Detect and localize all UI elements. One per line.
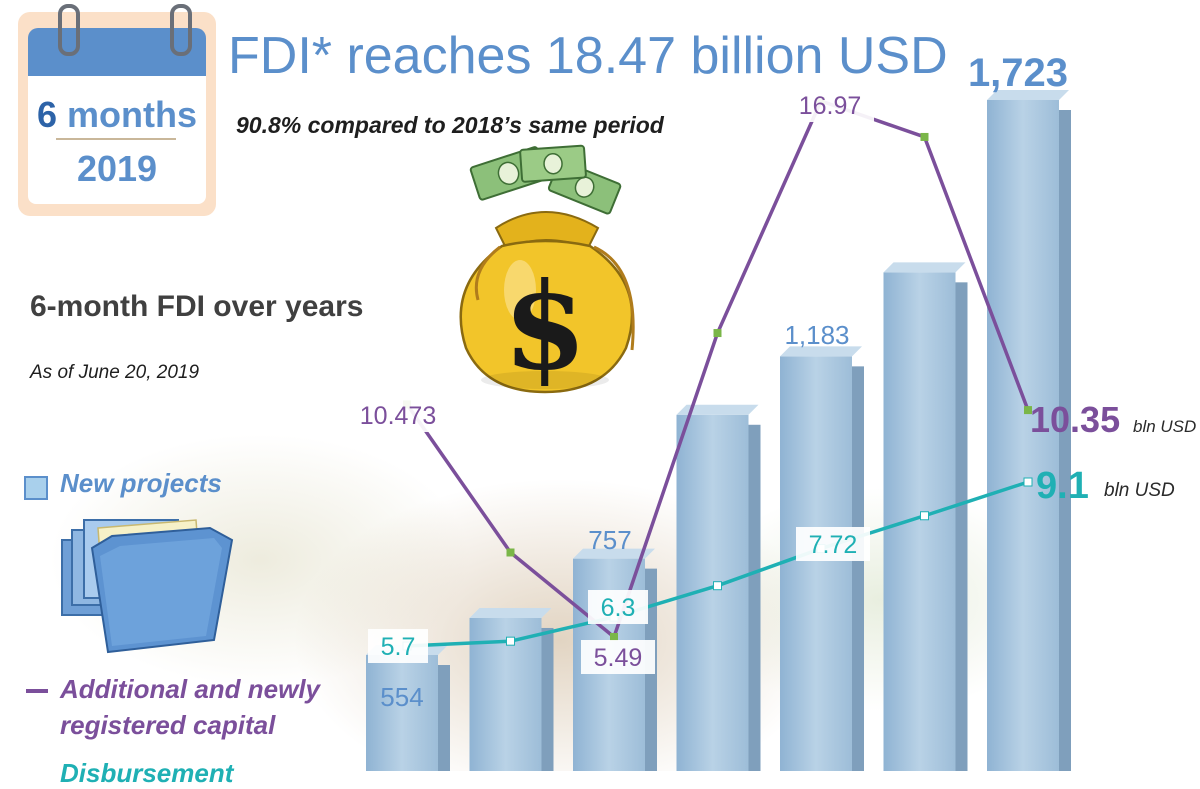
svg-text:$: $ (503, 256, 587, 397)
capital-label-1: 10.473 (360, 402, 436, 430)
disbursement-label-1: 5.7 (381, 633, 416, 661)
calendar-icon: 6 months 2019 (18, 4, 216, 216)
bar-new-projects-5 (780, 346, 864, 771)
calendar-ring-left (58, 4, 80, 56)
capital-label-1-box (347, 398, 449, 432)
disbursement-label-3-box (588, 590, 648, 624)
calendar-year: 2019 (76, 148, 158, 189)
fdi-chart: $ 554 757 1,183 1,723 10.473 5.49 16.97 10.35 bl… (61, 51, 1196, 771)
bar-top-6 (883, 262, 966, 273)
bar-top-2 (469, 607, 552, 618)
point-disbursement-4 (713, 581, 722, 591)
bar-side-6 (955, 282, 968, 771)
disbursement-label-5-box (796, 527, 870, 561)
point-capital-3 (610, 633, 618, 641)
point-capital-6 (920, 132, 929, 141)
bar-front-4 (676, 414, 749, 771)
capital-label-3: 5.49 (594, 644, 643, 672)
bar-new-projects-6 (883, 262, 968, 771)
labels-layer: 554 757 1,183 1,723 10.473 5.49 16.97 10.35 bln … (347, 51, 1196, 712)
calendar-months-word: months (67, 94, 198, 135)
bar-top-5 (780, 346, 862, 357)
legend-label-capital-line1: Additional and newly (60, 674, 321, 704)
bar-side-4 (748, 424, 761, 771)
bar-side-2 (541, 627, 554, 771)
bar-new-projects-4 (676, 404, 761, 771)
bar-top-3 (573, 548, 655, 559)
bar-top-7 (987, 90, 1069, 100)
as-of-date: As of June 20, 2019 (30, 362, 200, 383)
disbursement-label-1-box (368, 629, 428, 663)
calendar-page (28, 76, 206, 204)
bar-front-6 (883, 272, 956, 771)
bar-front-5 (780, 356, 852, 771)
point-capital-2 (506, 548, 515, 557)
section-heading: 6-month FDI over years (30, 290, 364, 323)
bars-layer (366, 90, 1071, 771)
disbursement-unit-label: bln USD (1104, 480, 1175, 501)
bar-label-7: 1,723 (968, 51, 1068, 95)
money-bag-icon: $ (459, 144, 635, 397)
bar-side-1 (438, 665, 450, 771)
bar-label-1: 554 (380, 682, 423, 712)
bar-top-4 (676, 404, 759, 415)
point-capital-7 (1024, 406, 1032, 415)
capital-label-5: 16.97 (799, 92, 862, 120)
capital-label-7: 10.35 (1030, 399, 1120, 440)
bar-side-5 (852, 366, 864, 771)
capital-unit-label: bln USD (1133, 417, 1196, 436)
bar-side-7 (1059, 110, 1071, 771)
bar-new-projects-7 (987, 90, 1071, 771)
point-disbursement-6 (920, 511, 929, 521)
calendar-months: 6 months (18, 94, 216, 136)
point-disbursement-2 (506, 636, 515, 646)
bar-front-1 (366, 655, 438, 771)
bar-label-5: 1,183 (784, 320, 849, 350)
legend-label-new-projects: New projects (60, 468, 222, 498)
calendar-months-number: 6 (36, 94, 57, 135)
bar-label-3: 757 (588, 525, 631, 555)
capital-label-5-box (786, 88, 874, 122)
point-disbursement-7 (1023, 477, 1033, 487)
legend-label-capital-line2: registered capital (60, 710, 276, 740)
legend-swatch-capital (26, 689, 48, 693)
disbursement-label-3: 6.3 (601, 594, 636, 622)
disbursement-label-7: 9.1 (1036, 465, 1089, 507)
folder-icon (61, 519, 234, 654)
disbursement-label-5: 7.72 (809, 531, 858, 559)
page-subtitle: 90.8% compared to 2018’s same period (236, 112, 664, 138)
legend-swatch-new-projects (24, 476, 48, 500)
point-capital-4 (713, 329, 722, 338)
calendar-ring-right (170, 4, 192, 56)
bar-front-7 (987, 100, 1059, 771)
calendar-divider (56, 138, 176, 140)
page-title: FDI* reaches 18.47 billion USD (228, 27, 948, 85)
capital-label-3-box (581, 640, 655, 674)
